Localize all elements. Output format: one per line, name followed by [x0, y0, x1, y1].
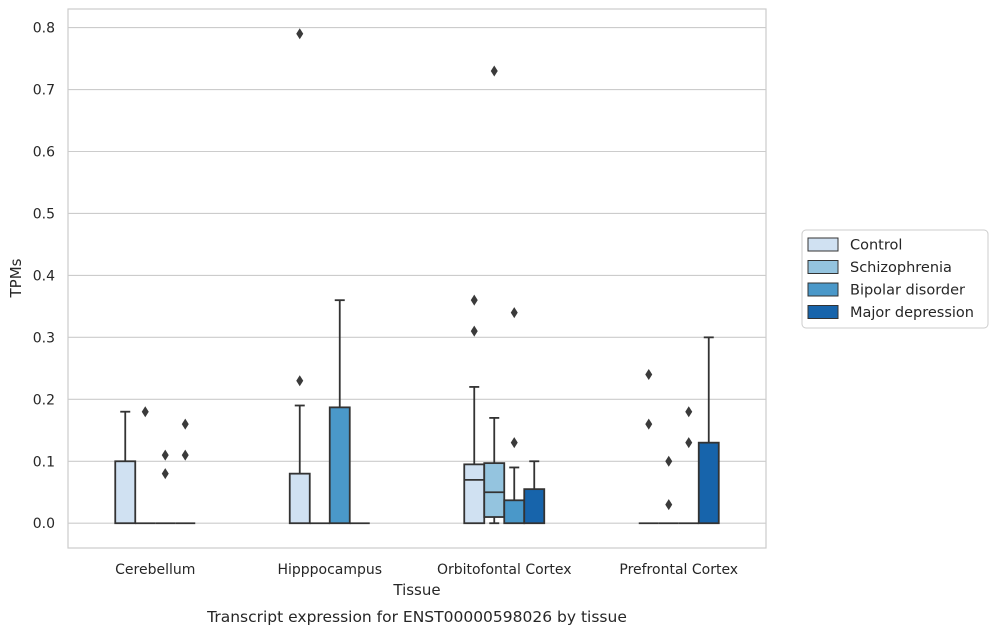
box-group: [155, 449, 176, 525]
y-axis-ticks: 0.0 0.1 0.2 0.3 0.4 0.5 0.6 0.7 0.8: [33, 21, 55, 533]
chart-caption: Transcript expression for ENST0000059802…: [206, 608, 627, 626]
y-tick-label: 0.2: [33, 392, 55, 408]
y-tick-label: 0.6: [33, 144, 55, 160]
y-tick-label: 0.7: [33, 83, 55, 99]
gridlines: [68, 27, 766, 524]
legend-label: Control: [850, 238, 902, 254]
outlier-point: [470, 294, 478, 306]
box: [523, 488, 546, 525]
outlier-point: [296, 28, 304, 40]
box: [328, 406, 351, 525]
outlier-point: [645, 418, 653, 430]
outlier-point: [141, 406, 149, 418]
outlier-point: [490, 65, 498, 77]
box-group: [463, 294, 486, 525]
x-tick-label: Cerebellum: [115, 562, 195, 578]
box-group: [697, 336, 720, 525]
legend-swatch: [807, 282, 839, 297]
y-tick-label: 0.1: [33, 454, 55, 470]
box-group: [503, 307, 526, 525]
box-group: [328, 299, 351, 525]
x-tick-label: Hipppocampus: [277, 562, 382, 578]
box-group: [288, 28, 311, 525]
outlier-point: [296, 375, 304, 387]
outlier-point: [665, 499, 673, 511]
y-tick-label: 0.3: [33, 330, 55, 346]
y-tick-label: 0.5: [33, 206, 55, 222]
y-tick-label: 0.4: [33, 268, 55, 284]
box: [463, 463, 486, 525]
outlier-point: [470, 325, 478, 337]
legend-label: Schizophrenia: [850, 260, 952, 276]
outlier-point: [665, 455, 673, 467]
y-tick-label: 0.0: [33, 516, 55, 532]
box: [288, 472, 311, 525]
y-tick-label: 0.8: [33, 21, 55, 37]
box-group: [638, 369, 659, 525]
outlier-point: [645, 369, 653, 381]
outlier-point: [510, 437, 518, 449]
x-axis-title: Tissue: [392, 581, 440, 599]
outlier-point: [161, 468, 169, 480]
x-tick-label: Orbitofontal Cortex: [437, 562, 572, 578]
box-group: [658, 455, 679, 525]
box-group: [114, 410, 137, 525]
outlier-point: [685, 437, 693, 449]
y-axis-title: TPMs: [7, 258, 25, 298]
box-group: [678, 406, 699, 525]
legend-label: Major depression: [850, 305, 974, 321]
legend-frame: [801, 229, 989, 329]
legend: Control Schizophrenia Bipolar disorder Majo…: [801, 229, 989, 329]
box: [503, 499, 526, 525]
box-group: [175, 418, 196, 525]
box: [483, 462, 506, 518]
box-group: [483, 65, 506, 525]
box: [114, 460, 137, 525]
box: [697, 441, 720, 525]
outlier-point: [181, 418, 189, 430]
legend-swatch: [807, 305, 839, 319]
legend-swatch: [807, 260, 839, 274]
outlier-point: [685, 406, 693, 418]
plot-frame: [67, 8, 767, 549]
outlier-point: [161, 449, 169, 461]
x-axis-ticks: Cerebellum Hipppocampus Orbitofontal Corte…: [115, 562, 738, 578]
outlier-point: [510, 307, 518, 319]
outlier-point: [181, 449, 189, 461]
box-group: [135, 406, 156, 525]
legend-label: Bipolar disorder: [850, 283, 965, 299]
boxes-layer: [114, 28, 720, 525]
x-tick-label: Prefrontal Cortex: [619, 562, 738, 578]
legend-swatch: [807, 237, 839, 252]
box-group: [523, 460, 546, 525]
